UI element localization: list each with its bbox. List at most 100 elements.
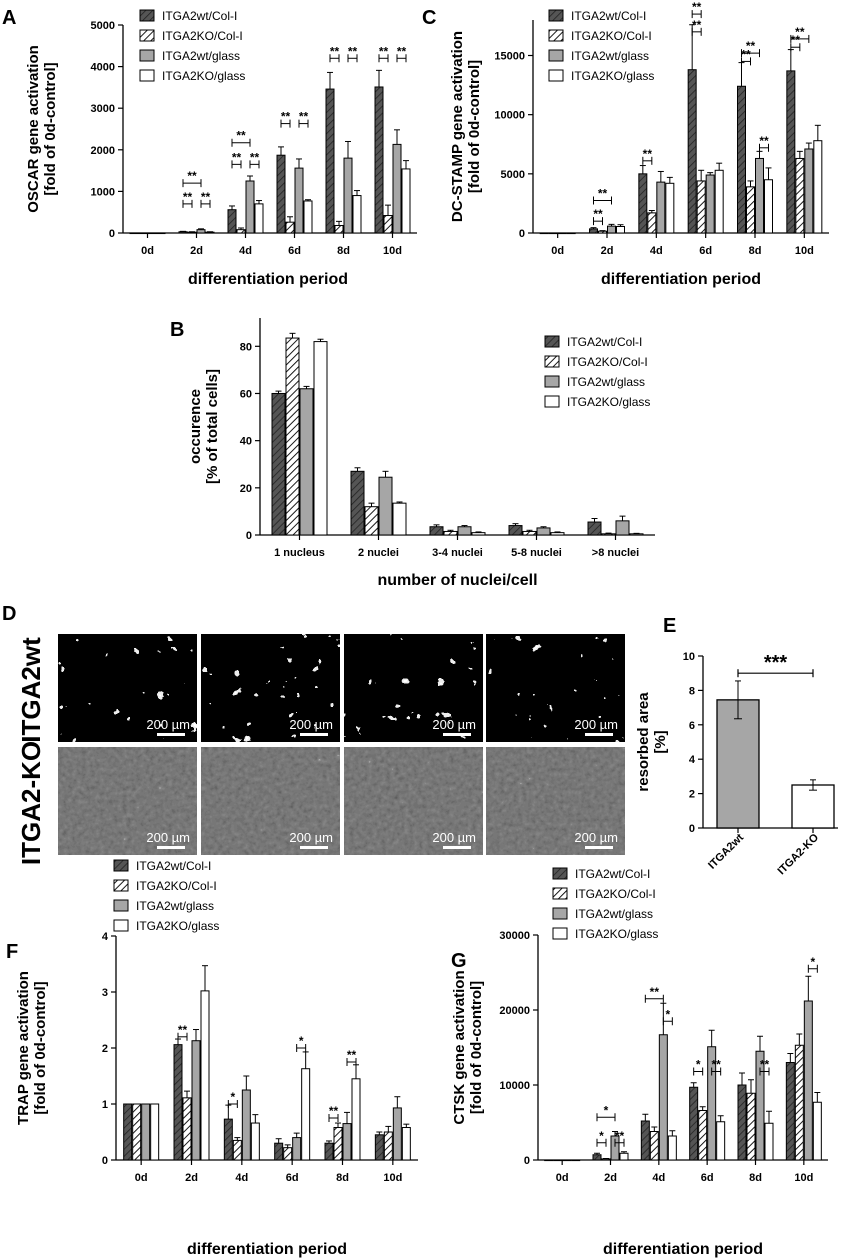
bar-5-0: [374, 86, 384, 234]
micrograph-1-3: 200 µm: [486, 747, 625, 855]
x-axis-label: differentiation period: [188, 271, 348, 288]
legend-swatch-3: [548, 69, 564, 82]
bar-0-3: [150, 1103, 160, 1161]
legend-swatch-2: [139, 49, 155, 62]
bar-4-3: [629, 533, 644, 536]
bar-2-1: [232, 1139, 242, 1161]
bar-3-0: [687, 69, 697, 234]
bar-1-0: [350, 470, 365, 536]
y-axis-label-line2: [fold of 0d-control]: [468, 981, 485, 1114]
bar-3-0: [274, 1142, 284, 1161]
legend-swatch-2: [552, 907, 568, 920]
bar-0-1: [285, 337, 300, 536]
bar-3-3: [550, 532, 565, 536]
sig-label-9: **: [791, 33, 801, 47]
y-tick-label-4: 4: [102, 931, 109, 943]
bar-3-3: [716, 1121, 726, 1161]
y-axis-label-line1: CTSK gene activation: [451, 970, 468, 1124]
bar-5-0: [785, 1062, 795, 1161]
x-axis-label: differentiation period: [603, 1241, 763, 1258]
panel-label-c: C: [422, 7, 436, 29]
scale-bar-label-0-3: 200 µm: [574, 717, 618, 732]
chart-e: 0 2 4 6 8 10 resorbed area [%] ITGA2wt ITGA2-KO **…: [635, 651, 838, 877]
micrograph-texture-0-1: [201, 634, 340, 742]
x-tick-label-1: 2d: [185, 1172, 198, 1184]
bar-3-3: [301, 1068, 311, 1161]
bar-2-1: [647, 212, 657, 234]
bar-1-2: [196, 229, 206, 234]
x-tick-label-5: 10d: [383, 245, 402, 257]
scale-bar-0-1: [300, 733, 328, 736]
bar-4-2: [615, 520, 630, 536]
legend-swatch-2: [544, 375, 560, 388]
bar-1-1: [601, 1158, 611, 1161]
bar-3-1: [283, 1147, 293, 1161]
bar-0-3: [566, 232, 576, 235]
bar-0-3: [571, 1159, 581, 1162]
y-tick-label-4: 4000: [91, 62, 115, 74]
bar-5-3: [813, 140, 823, 234]
x-tick-label-4: 8d: [337, 245, 350, 257]
bar-0-0: [544, 1159, 554, 1162]
legend-entry-0: ITGA2wt/Col-I: [575, 867, 650, 881]
bar-4-1: [333, 1127, 343, 1161]
x-axis-label: number of nuclei/cell: [377, 572, 537, 589]
bar-0-0: [129, 232, 139, 235]
panel-label-f: F: [6, 941, 18, 963]
bar-5-2: [392, 1107, 402, 1161]
bar-3-1: [698, 1110, 708, 1161]
x-tick-label-0: 0d: [135, 1172, 148, 1184]
sig-label-3: **: [692, 0, 702, 14]
y-tick-label-1: 2: [689, 789, 695, 801]
panel-label-a: A: [2, 7, 16, 29]
chart-f: 0 1 2 3 4 TRAP gene activation [fold of 0d-con…: [15, 859, 418, 1258]
bar-4-3: [764, 179, 773, 234]
bar-4-0: [737, 1084, 747, 1161]
x-tick-label-3: 6d: [286, 1172, 299, 1184]
x-tick-label-5: 10d: [383, 1172, 402, 1184]
bar-1-3: [392, 502, 407, 536]
y-axis-label: OSCAR gene activation [fold of 0d-control…: [25, 45, 59, 213]
y-axis-label-line2: [fold of 0d-control]: [42, 62, 59, 195]
sig-label-3: **: [236, 129, 246, 143]
sig-label-1: **: [593, 207, 603, 221]
bar-1-2: [378, 476, 393, 536]
bar-2-0: [429, 526, 444, 536]
bar-4-0: [324, 1142, 334, 1161]
legend-swatch-0: [544, 335, 560, 348]
bar-3-2: [705, 174, 715, 234]
y-tick-label-3: 6: [689, 720, 695, 732]
x-tick-label-2: 3-4 nuclei: [432, 547, 483, 559]
legend-entry-2: ITGA2wt/glass: [162, 49, 240, 63]
bar-3-1: [696, 180, 706, 234]
y-tick-label-2: 4: [689, 754, 696, 766]
sig-label-9: **: [348, 44, 358, 58]
sig-label-2: **: [643, 147, 653, 161]
bar-0-3: [156, 232, 166, 235]
legend-entry-2: ITGA2wt/glass: [575, 907, 653, 921]
y-axis-label-line1: DC-STAMP gene activation: [449, 31, 466, 222]
sig-label-10: **: [379, 44, 389, 58]
x-axis-label: differentiation period: [601, 271, 761, 288]
bar-2-3: [667, 1135, 677, 1161]
bar-5-1: [794, 1044, 804, 1161]
bar-1-0: [592, 1154, 602, 1161]
y-tick-label-3: 3: [102, 987, 108, 999]
panel-label-b: B: [170, 319, 184, 341]
bar-3-1: [285, 221, 295, 234]
x-tick-label-group-1: ITGA2-KO: [775, 831, 821, 877]
y-tick-label-1: 20: [240, 483, 252, 495]
legend-swatch-2: [113, 899, 129, 912]
y-tick-label-4: 80: [240, 341, 252, 353]
legend-entry-3: ITGA2KO/glass: [162, 69, 245, 83]
bar-0-1: [553, 1159, 563, 1162]
bar-5-3: [812, 1101, 822, 1161]
bar-5-0: [786, 70, 796, 234]
x-tick-label-0: 0d: [141, 245, 154, 257]
bar-3-2: [536, 527, 551, 536]
y-axis-label: DC-STAMP gene activation [fold of 0d-cont…: [449, 31, 483, 222]
scale-bar-1-3: [585, 846, 613, 849]
legend-entry-2: ITGA2wt/glass: [567, 375, 645, 389]
sig-label-2: **: [615, 1129, 625, 1143]
x-tick-label-1: 2d: [601, 245, 614, 257]
